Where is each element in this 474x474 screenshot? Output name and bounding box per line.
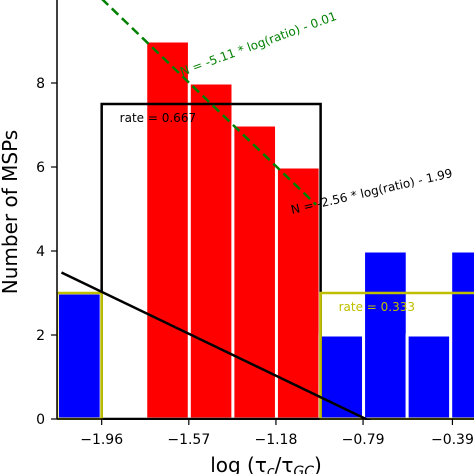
x-tick-label: −1.18 [254, 432, 297, 448]
y-tick-label: 0 [36, 412, 45, 428]
fit-label-green: N = -5.11 * log(ratio) - 0.01 [178, 9, 338, 79]
fit-line-black-solid [60, 271, 371, 420]
bar-blue-3 [405, 333, 453, 420]
plot-area: rate = 0.667 rate = 0.333 N = -5.11 * log(… [57, 0, 474, 420]
rate-label-0: rate = 0.667 [120, 111, 196, 125]
y-tick-label: 2 [36, 328, 45, 344]
tick-labels: −1.96 −1.57 −1.18 −0.79 −0.39 0 2 4 6 8 [36, 76, 474, 448]
axes [51, 0, 474, 425]
bar-blue-4 [449, 249, 474, 420]
bar-blue-0 [57, 291, 103, 420]
x-axis-label: log (τc/τGC) [210, 453, 322, 474]
y-tick-label: 8 [36, 76, 45, 92]
x-tick-label: −1.96 [80, 432, 123, 448]
rate-label-2: rate = 0.333 [339, 300, 415, 314]
fit-line-green-dashed [101, 0, 318, 206]
y-tick-label: 6 [36, 160, 45, 176]
bar-blue-2 [362, 249, 409, 420]
bar-red-1 [187, 81, 235, 420]
axis-labels: Number of MSPs log (τc/τGC) [0, 130, 322, 474]
y-tick-label: 4 [36, 244, 45, 260]
bar-red-0 [144, 39, 191, 420]
x-tick-label: −1.57 [167, 432, 210, 448]
y-axis-label: Number of MSPs [0, 130, 22, 294]
x-tick-label: −0.39 [431, 432, 474, 448]
x-tick-label: −0.79 [342, 432, 385, 448]
bar-red-2 [231, 123, 279, 420]
